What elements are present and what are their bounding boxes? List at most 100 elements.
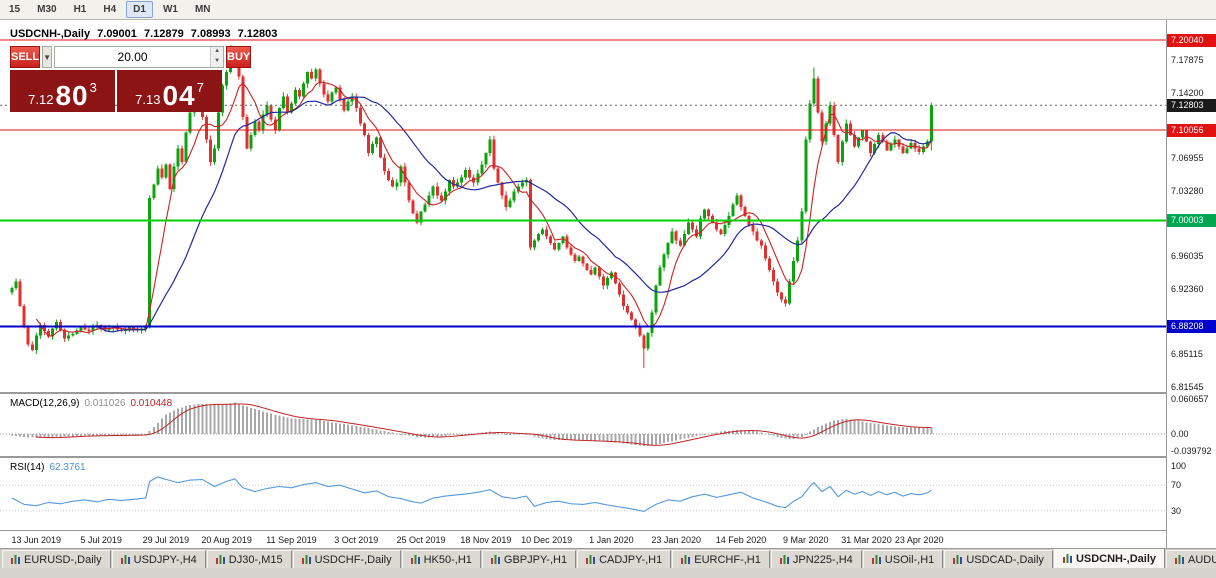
volume-input[interactable] (55, 47, 211, 67)
symbol-label: USDCNH-,Daily (10, 28, 91, 40)
price-axis-label: 6.92360 (1171, 284, 1204, 295)
macd-indicator-label: MACD(12,26,9) 0.011026 0.010448 (10, 398, 172, 409)
tab-label: GBPJPY-,H1 (503, 553, 568, 566)
price-axis-label: 7.17875 (1171, 54, 1204, 65)
bid-price-point: 3 (89, 80, 97, 95)
price-axis[interactable]: 7.17875 7.14200 7.06955 7.03280 6.96035 6.923… (1166, 20, 1216, 548)
chart-window: USDCNH-,Daily 7.09001 7.12879 7.08993 7.… (0, 20, 1216, 548)
price-tag: 7.12803 (1167, 98, 1216, 112)
timeframe-button-15[interactable]: 15 (2, 1, 27, 18)
macd-chart[interactable] (0, 394, 1166, 456)
volume-up-button[interactable]: ▲ (211, 47, 224, 57)
chart-icon (301, 555, 311, 564)
tab-label: USDCAD-,Daily (966, 553, 1044, 566)
tab-label: HK50-,H1 (423, 553, 472, 566)
timeframe-button-mn[interactable]: MN (188, 1, 218, 18)
status-bar (0, 568, 1216, 578)
tab-gbpjpy-h1[interactable]: GBPJPY-,H1 (481, 550, 577, 568)
price-tag: 7.20040 (1167, 33, 1216, 47)
timeframe-button-d1[interactable]: D1 (126, 1, 153, 18)
tab-hk50-h1[interactable]: HK50-,H1 (401, 550, 481, 568)
tab-eurchf-h1[interactable]: EURCHF-,H1 (672, 550, 770, 568)
timeframe-toolbar: 15 M30 H1 H4 D1 W1 MN (0, 0, 1216, 20)
date-axis-label: 3 Oct 2019 (334, 535, 379, 545)
chart-icon (779, 555, 789, 564)
volume-field: ▲ ▼ (54, 46, 225, 68)
price-axis-label: 6.85115 (1171, 349, 1203, 360)
date-axis-label: 9 Mar 2020 (783, 535, 829, 545)
price-tag: 7.10056 (1167, 123, 1216, 137)
timeframe-button-h4[interactable]: H4 (96, 1, 123, 18)
panel-divider[interactable] (0, 456, 1216, 458)
timeframe-button-m30[interactable]: M30 (30, 1, 63, 18)
chart-icon (1062, 554, 1072, 563)
macd-title: MACD(12,26,9) (10, 398, 80, 409)
tab-usdjpy-h4[interactable]: USDJPY-,H4 (111, 550, 206, 568)
chart-icon (953, 555, 963, 564)
volume-dropdown-button[interactable]: ▼ (42, 46, 53, 68)
sell-button[interactable]: SELL (10, 46, 41, 68)
rsi-indicator-label: RSI(14) 62.3761 (10, 462, 86, 473)
chart-icon (1175, 555, 1185, 564)
date-axis-label: 1 Jan 2020 (589, 535, 634, 545)
tab-audu[interactable]: AUDU (1166, 550, 1216, 568)
macd-main-value: 0.011026 (84, 398, 126, 409)
price-axis-label: 7.03280 (1171, 185, 1204, 196)
chart-icon (11, 555, 20, 564)
macd-axis-label: 0.060657 (1171, 393, 1209, 404)
tab-eurusd-daily[interactable]: EURUSD-,Daily (2, 550, 111, 568)
price-axis-label: 7.06955 (1171, 152, 1204, 163)
ask-price[interactable]: 7.13 04 7 (117, 70, 222, 112)
tab-cadjpy-h1[interactable]: CADJPY-,H1 (577, 550, 672, 568)
rsi-axis-label: 100 (1171, 461, 1187, 471)
bid-price-major: 7.12 (28, 92, 54, 107)
chart-tab-bar: EURUSD-,Daily USDJPY-,H4 DJ30-,M15 USDCHF-,… (0, 548, 1216, 568)
tab-label: EURCHF-,H1 (694, 553, 761, 566)
date-axis-label: 18 Nov 2019 (460, 535, 512, 545)
buy-button[interactable]: BUY (226, 46, 252, 68)
timeframe-button-w1[interactable]: W1 (156, 1, 185, 18)
tab-jpn225-h4[interactable]: JPN225-,H4 (770, 550, 862, 568)
panel-divider[interactable] (0, 392, 1216, 394)
volume-spinner: ▲ ▼ (210, 47, 224, 67)
ask-price-major: 7.13 (135, 92, 161, 107)
date-axis-label: 31 Mar 2020 (841, 535, 892, 545)
price-tag: 6.88208 (1167, 320, 1216, 334)
ask-price-pips: 04 (162, 80, 196, 111)
tab-label: AUDU (1188, 553, 1216, 566)
date-axis-label: 10 Dec 2019 (521, 535, 573, 545)
volume-down-button[interactable]: ▼ (211, 57, 224, 67)
chart-icon (410, 555, 420, 564)
tab-label: DJ30-,M15 (228, 553, 283, 566)
macd-axis-label: 0.00 (1171, 429, 1189, 439)
chevron-down-icon: ▼ (43, 52, 52, 62)
tab-usdcnh-daily[interactable]: USDCNH-,Daily (1053, 549, 1166, 568)
tab-usdcad-daily[interactable]: USDCAD-,Daily (944, 550, 1053, 568)
date-axis-label: 14 Feb 2020 (715, 535, 767, 545)
rsi-title: RSI(14) (10, 462, 45, 473)
tab-label: EURUSD-,Daily (24, 553, 102, 566)
tab-usdchf-daily[interactable]: USDCHF-,Daily (292, 550, 401, 568)
one-click-trading-panel: SELL ▼ ▲ ▼ BUY 7.12803 7.130 (10, 46, 252, 112)
tab-dj30-m15[interactable]: DJ30-,M15 (206, 550, 292, 568)
chart-icon (586, 555, 596, 564)
date-axis-label: 25 Oct 2019 (396, 535, 446, 545)
ask-price-point: 7 (196, 80, 204, 95)
ohlc-high: 7.12879 (143, 28, 184, 40)
price-chart[interactable] (0, 20, 1166, 392)
chart-icon (871, 555, 881, 564)
bid-price[interactable]: 7.12 80 3 (10, 70, 115, 112)
chart-icon (490, 555, 500, 564)
date-axis-label: 11 Sep 2019 (266, 535, 317, 545)
date-axis-label: 29 Jul 2019 (142, 535, 190, 545)
tab-label: USDCNH-,Daily (1075, 552, 1157, 565)
macd-axis-label: -0.039792 (1171, 446, 1212, 456)
timeframe-button-h1[interactable]: H1 (67, 1, 94, 18)
tab-usoil-h1[interactable]: USOil-,H1 (862, 550, 944, 568)
date-axis[interactable]: 13 Jun 2019 5 Jul 2019 29 Jul 2019 20 Aug 2… (0, 530, 1166, 548)
price-tag: 7.00003 (1167, 213, 1216, 227)
tab-label: JPN225-,H4 (792, 553, 853, 566)
date-axis-label: 5 Jul 2019 (80, 535, 122, 545)
date-axis-label: 23 Jan 2020 (651, 535, 701, 545)
rsi-chart[interactable] (0, 458, 1166, 530)
